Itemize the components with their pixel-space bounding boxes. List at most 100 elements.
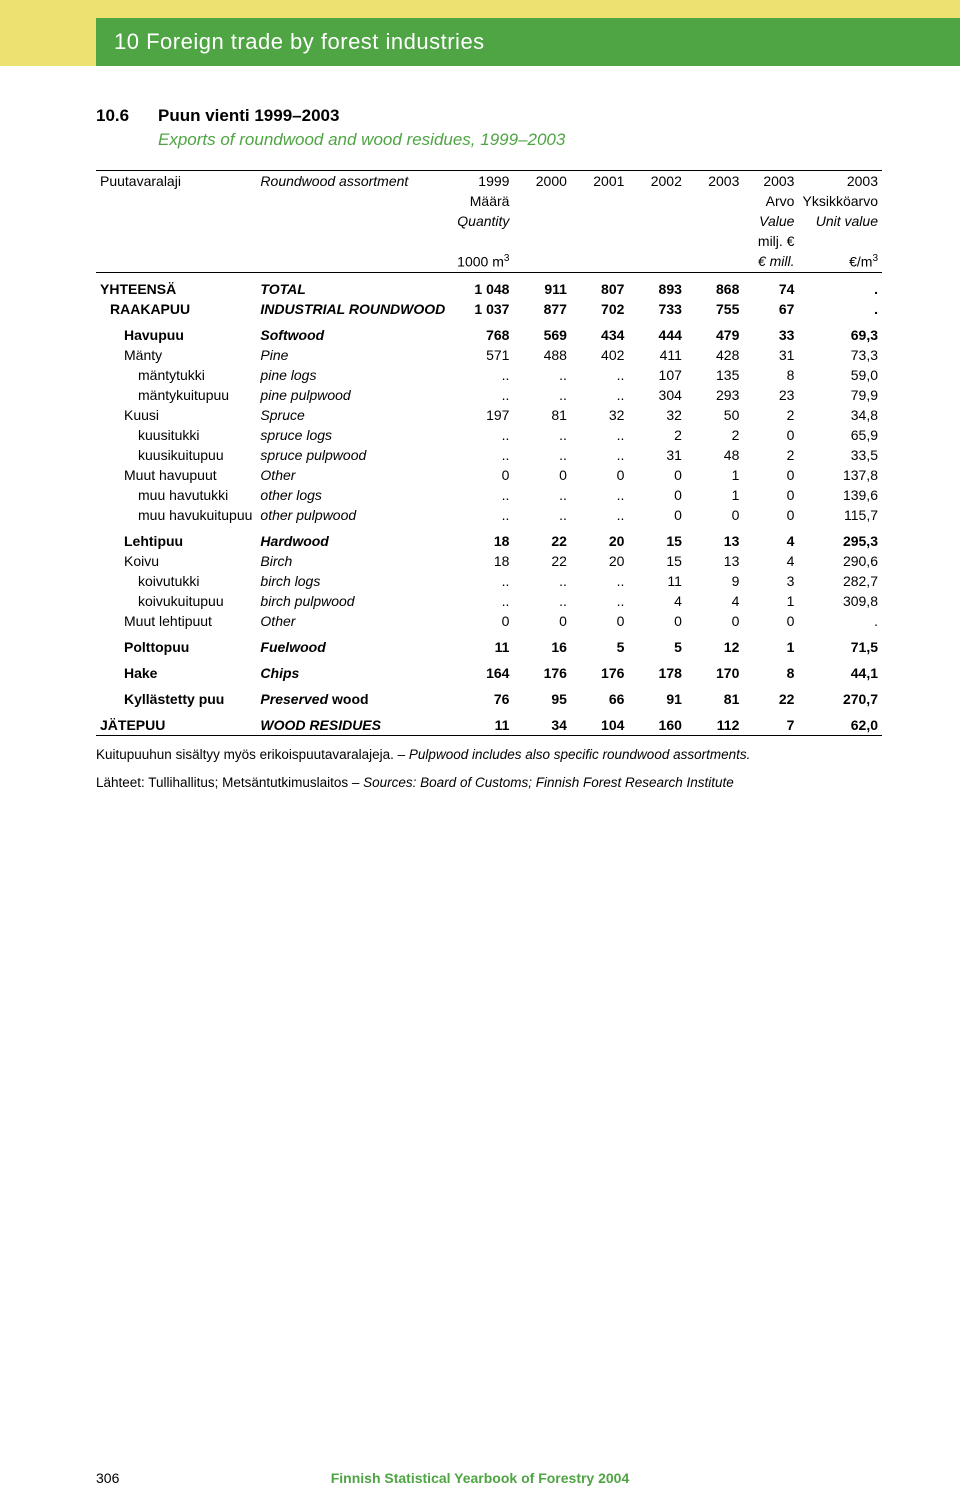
cell-value: 76 (449, 683, 513, 709)
row-label-fi: mäntykuitupuu (96, 385, 256, 405)
row-label-fi: Koivu (96, 551, 256, 571)
cell-value: 44,1 (798, 657, 882, 683)
cell-value: 104 (571, 709, 628, 736)
cell-value: 733 (628, 299, 685, 319)
cell-value: .. (513, 425, 570, 445)
cell-value: 270,7 (798, 683, 882, 709)
cell-value: 2 (743, 405, 798, 425)
table-heading: 10.6 Puun vienti 1999–2003 (96, 106, 882, 126)
table-number: 10.6 (96, 106, 140, 126)
hdr-eperm3: €/m3 (798, 251, 882, 272)
cell-value: 62,0 (798, 709, 882, 736)
cell-value: .. (449, 505, 513, 525)
cell-value: 702 (571, 299, 628, 319)
cell-value: 95 (513, 683, 570, 709)
cell-value: 4 (686, 591, 743, 611)
hdr-milj: milj. € (743, 231, 798, 251)
table-row: KuusiSpruce19781323250234,8 (96, 405, 882, 425)
cell-value: 1 (686, 465, 743, 485)
cell-value: 295,3 (798, 525, 882, 551)
hdr-quantity: Quantity (449, 211, 513, 231)
cell-value: 444 (628, 319, 685, 345)
cell-value: 18 (449, 551, 513, 571)
row-label-en: Pine (256, 345, 449, 365)
cell-value: .. (571, 591, 628, 611)
row-label-fi: Kyllästetty puu (96, 683, 256, 709)
cell-value: 107 (628, 365, 685, 385)
cell-value: 50 (686, 405, 743, 425)
hdr-2003b: 2003 (743, 171, 798, 192)
top-yellow-bar (0, 0, 960, 18)
cell-value: 176 (571, 657, 628, 683)
cell-value: 0 (743, 505, 798, 525)
cell-value: 31 (743, 345, 798, 365)
row-label-fi: Lehtipuu (96, 525, 256, 551)
row-label-en: Softwood (256, 319, 449, 345)
cell-value: 0 (571, 611, 628, 631)
cell-value: .. (571, 485, 628, 505)
cell-value: 0 (628, 465, 685, 485)
cell-value: 178 (628, 657, 685, 683)
row-label-en: Chips (256, 657, 449, 683)
header-row-5: 1000 m3 € mill. €/m3 (96, 251, 882, 272)
footnote-1-fi: Kuitupuuhun sisältyy myös erikoispuutava… (96, 747, 409, 762)
cell-value: 13 (686, 551, 743, 571)
table-row: JÄTEPUUWOOD RESIDUES1134104160112762,0 (96, 709, 882, 736)
cell-value: 34 (513, 709, 570, 736)
row-label-en: Other (256, 611, 449, 631)
cell-value: 2 (628, 425, 685, 445)
cell-value: 32 (628, 405, 685, 425)
cell-value: .. (513, 385, 570, 405)
cell-value: 1 (743, 631, 798, 657)
table-row: muu havutukkiother logs......010139,6 (96, 485, 882, 505)
cell-value: 137,8 (798, 465, 882, 485)
cell-value: 0 (743, 485, 798, 505)
row-label-en: pine logs (256, 365, 449, 385)
row-label-fi: YHTEENSÄ (96, 272, 256, 299)
cell-value: .. (449, 591, 513, 611)
cell-value: 571 (449, 345, 513, 365)
cell-value: 488 (513, 345, 570, 365)
cell-value: .. (449, 571, 513, 591)
cell-value: 8 (743, 365, 798, 385)
table-row: LehtipuuHardwood18222015134295,3 (96, 525, 882, 551)
row-label-en: Hardwood (256, 525, 449, 551)
header-row-2: Määrä Arvo Yksikköarvo (96, 191, 882, 211)
hdr-yksikko: Yksikköarvo (798, 191, 882, 211)
cell-value: . (798, 299, 882, 319)
cell-value: .. (449, 385, 513, 405)
row-label-fi: koivutukki (96, 571, 256, 591)
cell-value: .. (571, 445, 628, 465)
table-row: RAAKAPUUINDUSTRIAL ROUNDWOOD1 0378777027… (96, 299, 882, 319)
row-label-fi: Muut lehtipuut (96, 611, 256, 631)
cell-value: 8 (743, 657, 798, 683)
cell-value: 15 (628, 525, 685, 551)
row-label-en: birch pulpwood (256, 591, 449, 611)
cell-value: . (798, 611, 882, 631)
row-label-fi: kuusikuitupuu (96, 445, 256, 465)
cell-value: 48 (686, 445, 743, 465)
cell-value: .. (449, 425, 513, 445)
table-row: mäntytukkipine logs......107135859,0 (96, 365, 882, 385)
cell-value: 309,8 (798, 591, 882, 611)
cell-value: 115,7 (798, 505, 882, 525)
cell-value: 79,9 (798, 385, 882, 405)
cell-value: .. (513, 571, 570, 591)
row-label-en: WOOD RESIDUES (256, 709, 449, 736)
row-label-fi: Mänty (96, 345, 256, 365)
hdr-maara: Määrä (449, 191, 513, 211)
cell-value: 293 (686, 385, 743, 405)
cell-value: 66 (571, 683, 628, 709)
row-label-en: Fuelwood (256, 631, 449, 657)
cell-value: 0 (628, 611, 685, 631)
page-content: 10.6 Puun vienti 1999–2003 Exports of ro… (0, 66, 960, 792)
table-row: KoivuBirch18222015134290,6 (96, 551, 882, 571)
cell-value: .. (513, 365, 570, 385)
header-band: 10 Foreign trade by forest industries (0, 18, 960, 66)
footnote-2: Lähteet: Tullihallitus; Metsäntutkimusla… (96, 774, 882, 792)
hdr-puutavaralaji: Puutavaralaji (96, 171, 256, 192)
cell-value: 0 (628, 505, 685, 525)
table-row: YHTEENSÄTOTAL1 04891180789386874. (96, 272, 882, 299)
cell-value: 22 (513, 551, 570, 571)
table-row: Muut lehtipuutOther000000. (96, 611, 882, 631)
